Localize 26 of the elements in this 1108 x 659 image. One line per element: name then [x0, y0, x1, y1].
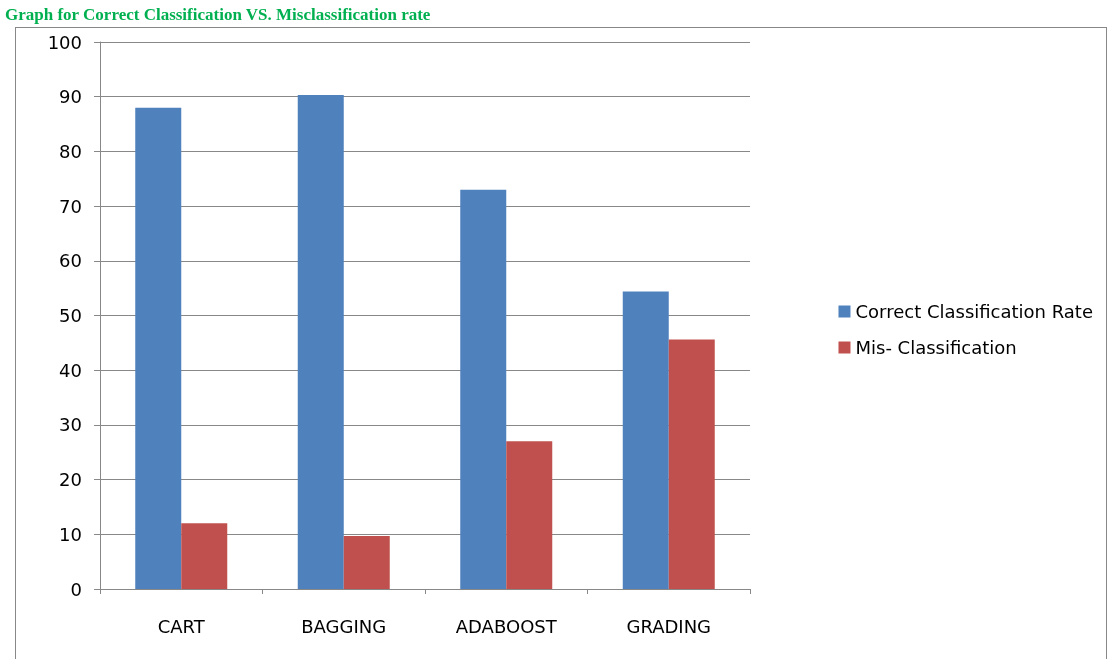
x-tick-label: CART: [157, 615, 206, 637]
y-tick-label: 30: [59, 414, 82, 436]
x-tick-label: GRADING: [626, 615, 712, 637]
y-tick-label: 60: [59, 250, 82, 272]
y-tick-label: 70: [59, 195, 82, 217]
chart-title: Graph for Correct Classification VS. Misclassification rate: [5, 5, 431, 24]
y-tick-label: 50: [59, 305, 82, 326]
bar: [343, 535, 390, 589]
legend-label: Mis- Classification: [855, 337, 1017, 358]
bar: [297, 95, 344, 589]
x-tick-label: BAGGING: [301, 615, 387, 637]
y-tick-label: 90: [59, 86, 82, 108]
y-tick-label: 100: [47, 31, 82, 53]
y-tick-label: 10: [59, 523, 82, 545]
bar: [135, 107, 182, 589]
bar: [622, 291, 669, 589]
y-tick-label: 0: [70, 578, 82, 600]
x-tick-label: ADABOOST: [455, 615, 558, 637]
y-tick-label: 40: [59, 359, 82, 381]
bar: [506, 441, 553, 589]
y-tick-label: 20: [59, 469, 82, 491]
bar: [668, 339, 715, 589]
legend-label: Correct Classification Rate: [855, 301, 1093, 322]
bar: [460, 189, 507, 589]
bar: [181, 523, 228, 589]
y-tick-label: 80: [59, 140, 82, 162]
